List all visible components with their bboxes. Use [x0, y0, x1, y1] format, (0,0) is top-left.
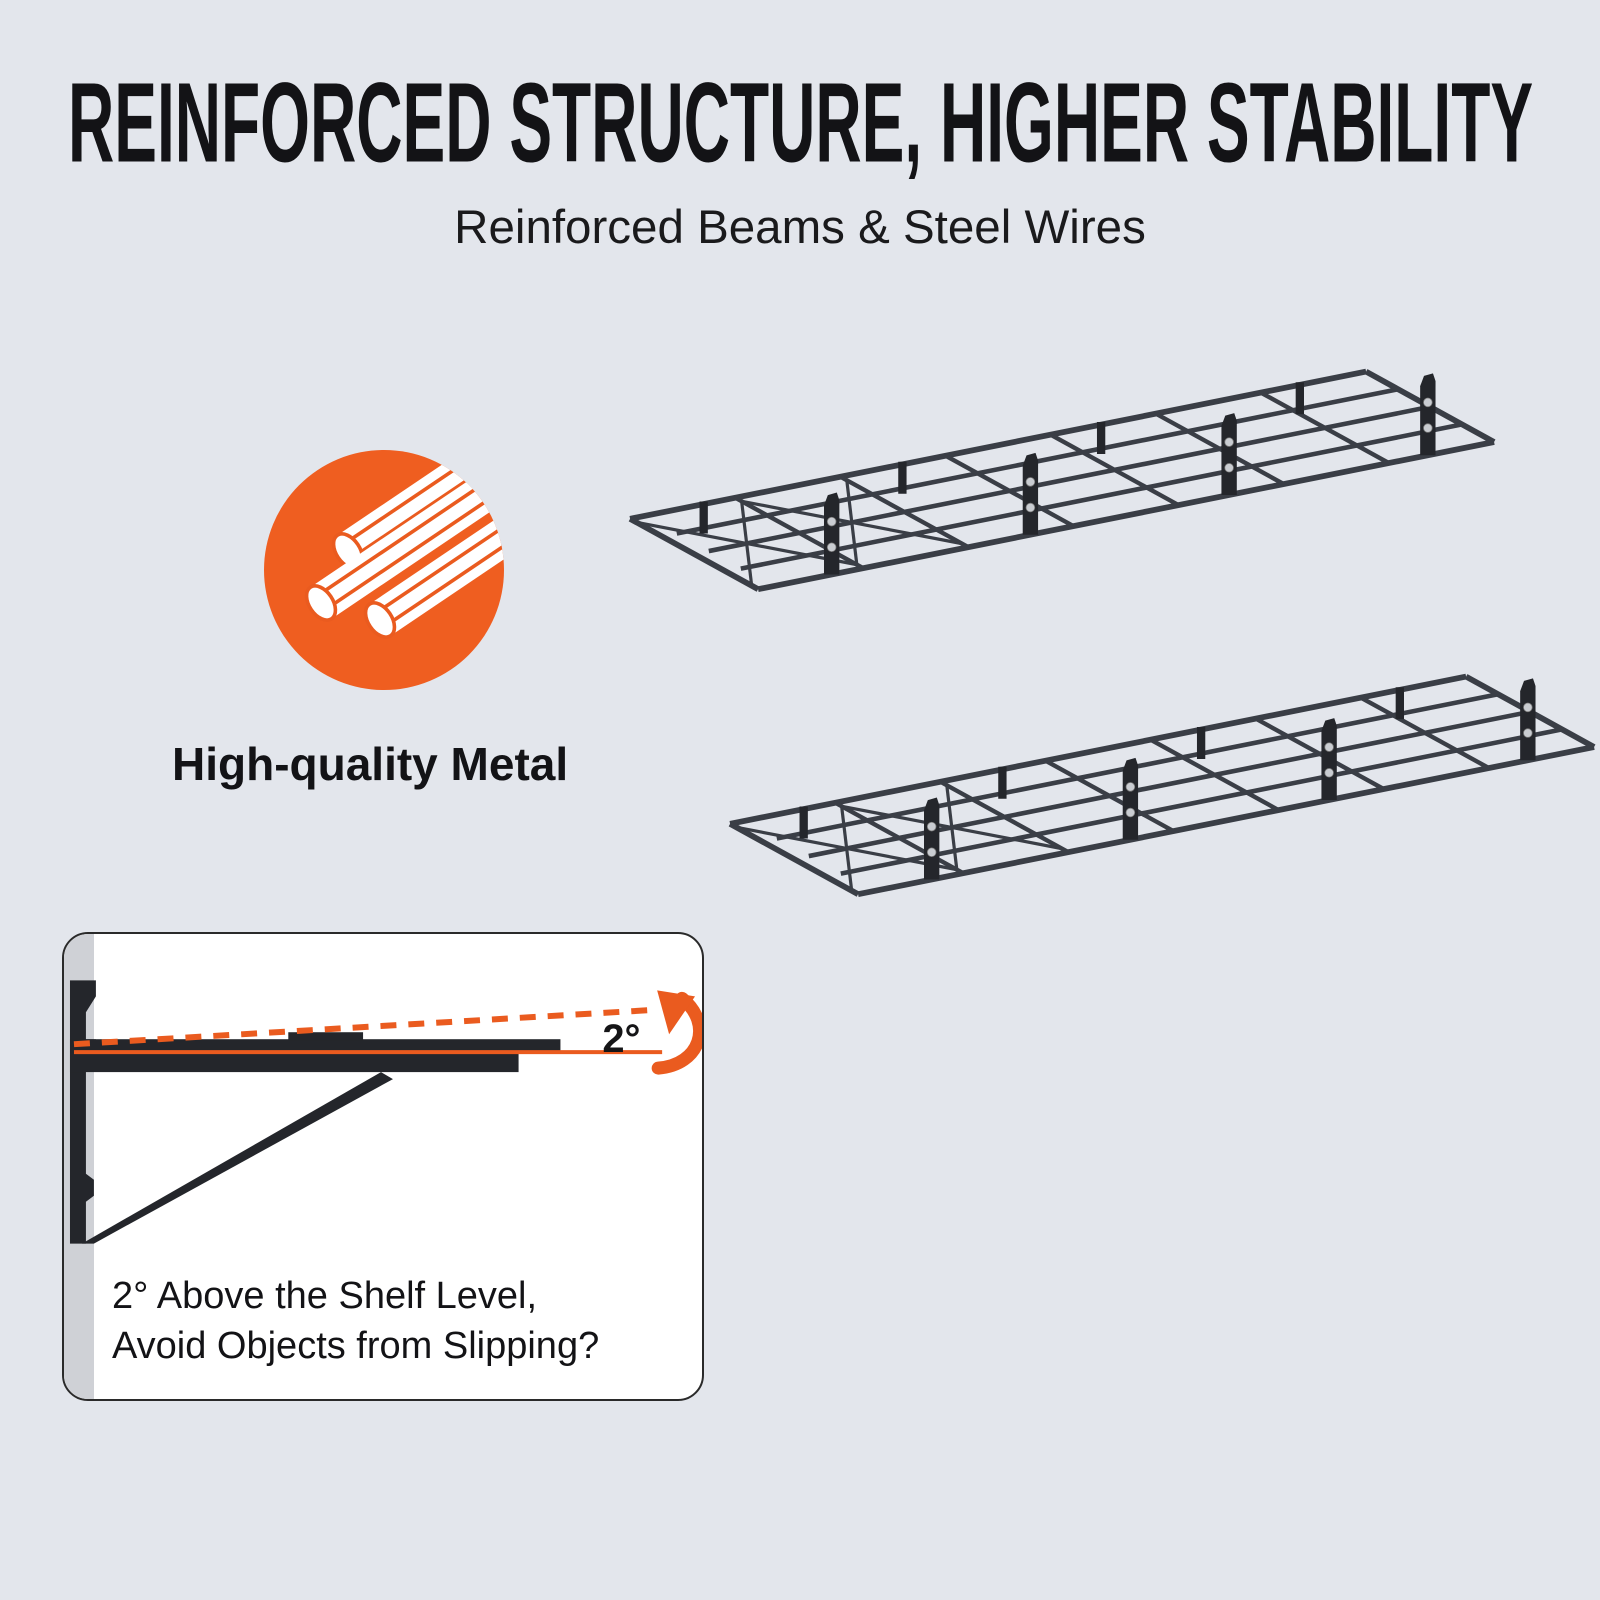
svg-text:2°: 2°: [602, 1017, 640, 1061]
